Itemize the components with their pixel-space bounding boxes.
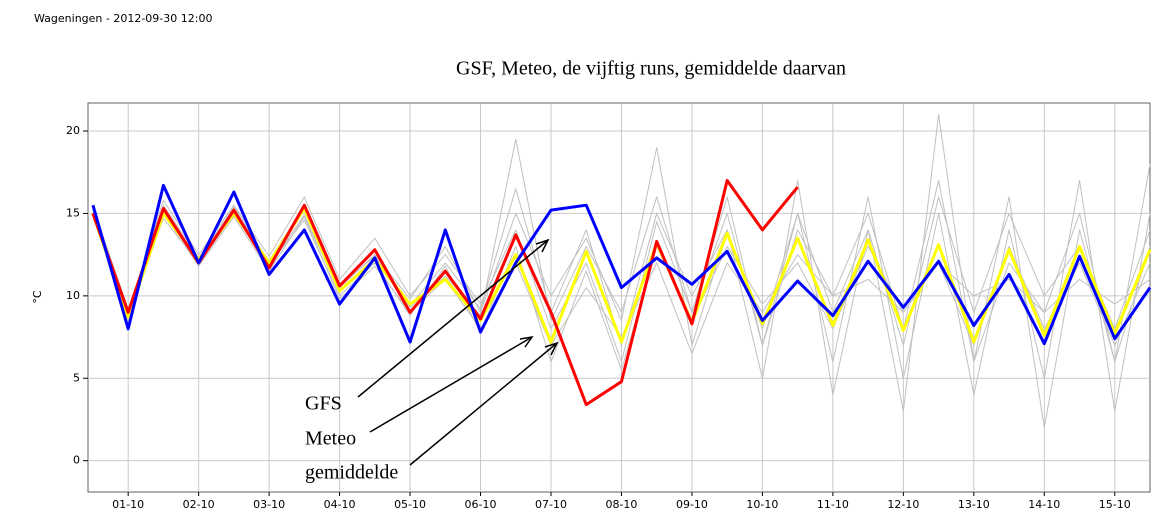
chart-subtitle: GSF, Meteo, de vijftig runs, gemiddelde … (456, 58, 846, 80)
arrow (409, 342, 558, 466)
series-line (92, 179, 1151, 412)
x-tick-label: 03-10 (253, 498, 285, 511)
annotation: GFS (305, 393, 342, 415)
series-line (92, 214, 1151, 371)
y-tick-label: 20 (66, 124, 80, 137)
annotation: gemiddelde (305, 462, 398, 484)
x-tick-label: 07-10 (535, 498, 567, 511)
arrowhead (535, 238, 550, 253)
series-line (91, 206, 1152, 344)
x-tick-label: 08-10 (605, 498, 637, 511)
series-line (91, 183, 1152, 346)
x-tick-label: 11-10 (817, 498, 849, 511)
series-line (91, 178, 799, 407)
y-tick-label: 0 (73, 454, 80, 467)
plot-area (87, 102, 1151, 493)
subtitle-box (345, 38, 958, 98)
y-tick-label: 15 (66, 206, 80, 219)
x-tick-label: 13-10 (958, 498, 990, 511)
arrowhead (519, 335, 534, 348)
arrow (369, 336, 533, 433)
plot: 0 5 10 15 20 01-10 02-10 03-10 04-10 05-10 06-10 07… (66, 103, 1152, 511)
arrow (357, 239, 549, 398)
annotation-labels: GFS Meteo gemiddelde (305, 393, 398, 484)
x-tick-label: 09-10 (676, 498, 708, 511)
annotation: Meteo (305, 428, 356, 450)
x-tick-label: 05-10 (394, 498, 426, 511)
chart-title: Wageningen - 2012-09-30 12:00 (34, 12, 212, 25)
y-axis-label: °C (31, 290, 44, 304)
arrowhead (544, 341, 559, 356)
y-tick-label: 10 (66, 289, 80, 302)
x-tick-label: 06-10 (465, 498, 497, 511)
x-tick-label: 15-10 (1099, 498, 1131, 511)
x-tick-label: 12-10 (887, 498, 919, 511)
annotations (357, 238, 559, 466)
y-tick-label: 5 (73, 371, 80, 384)
x-tick-label: 14-10 (1028, 498, 1060, 511)
x-tick-label: 04-10 (324, 498, 356, 511)
x-tick-label: 01-10 (112, 498, 144, 511)
x-tick-label: 02-10 (183, 498, 215, 511)
x-tick-label: 10-10 (746, 498, 778, 511)
